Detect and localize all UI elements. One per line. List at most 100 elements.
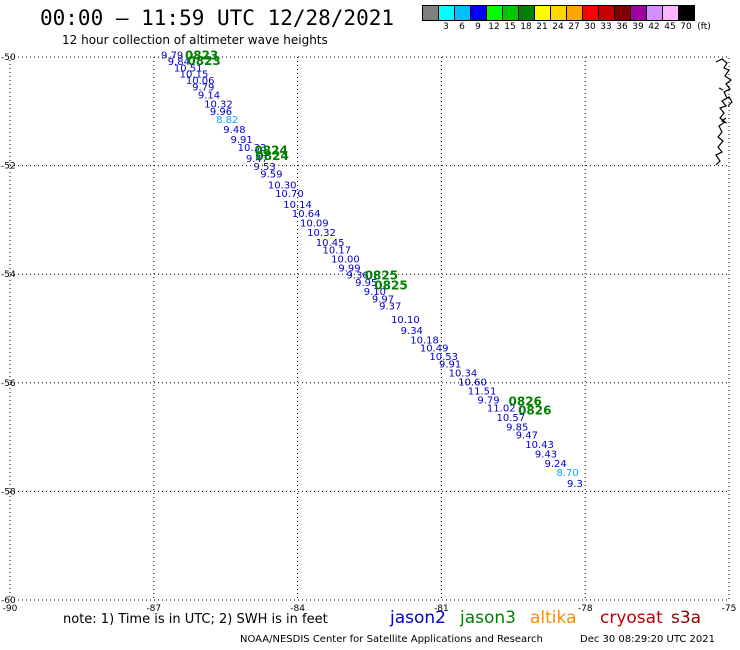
swh-label: 9.84 [168,57,190,68]
swh-label: 9.47 [516,431,538,442]
legend-bin-label: 30 [584,22,596,32]
satellite-s3a: s3a [671,608,702,628]
swh-label: 10.33 [238,143,267,154]
y-tick-label: -54 [1,270,16,280]
satellite-cryosat: cryosat [600,608,663,628]
footer-note: note: 1) Time is in UTC; 2) SWH is in fe… [63,612,328,627]
legend-swatch [503,6,519,20]
chart-subtitle: 12 hour collection of altimeter wave hei… [62,33,328,47]
legend-swatch [455,6,471,20]
credit-line: NOAA/NESDIS Center for Satellite Applica… [240,634,543,645]
swh-label: 9.34 [401,326,423,337]
legend-bin-label: 6 [459,22,465,32]
swh-label: 10.64 [292,209,321,220]
coastline-path [715,58,733,166]
legend-swatch [423,6,439,20]
x-tick-label: -78 [578,604,593,614]
swh-label: 10.14 [283,200,312,211]
y-tick-label: -58 [1,487,16,497]
legend-bin-label: 24 [552,22,564,32]
swh-label: 10.53 [429,352,458,363]
swh-label: 9.91 [230,135,252,146]
swh-label: 9.14 [198,90,220,101]
y-tick-label: -50 [1,53,16,63]
swh-label: 11.51 [468,387,497,398]
legend-bin-label: 18 [520,22,532,32]
legend-bin-label: 9 [475,22,481,32]
swh-label: 10.00 [331,254,360,265]
pass-date-label: 0823 [185,49,218,63]
swh-label: 10.43 [525,440,554,451]
legend-swatch [631,6,647,20]
swh-label: 9.47 [246,154,268,165]
swh-label: 9.10 [364,287,386,298]
satellite-jason2: jason2 [390,608,446,628]
legend-labels: 3 6 9 12 15 18 21 24 27 30 33 36 39 42 45 70 (ft) [422,21,711,33]
swh-label: 9.79 [477,395,499,406]
legend-bin-label: 33 [600,22,612,32]
swh-label: 9.85 [506,423,528,434]
x-tick-label: -84 [290,604,305,614]
swh-label: 10.34 [449,368,478,379]
legend-swatch [551,6,567,20]
plot-frame [9,56,730,601]
coastline [715,58,733,166]
legend-swatch [487,6,503,20]
swh-label: 9.97 [372,294,394,305]
swh-label: 8.70 [556,468,578,479]
swh-label: 9.79 [192,83,214,94]
pass-date-label: 0825 [365,269,398,283]
swh-label: 10.51 [174,64,203,75]
swh-label: 10.17 [323,246,352,257]
swh-label: 9.48 [223,125,245,136]
legend-bin-label: 27 [568,22,580,32]
swh-label: 10.09 [300,218,329,229]
swh-label: 10.45 [316,238,345,249]
swh-label: 11.02 [487,404,516,415]
swh-label: 9.79 [161,51,183,62]
x-tick-label: -87 [146,604,161,614]
legend-swatch [615,6,631,20]
swh-label: 9.59 [260,170,282,181]
legend-bin-label: 42 [648,22,660,32]
y-tick-label: -56 [1,379,16,389]
legend-swatch [647,6,663,20]
legend-swatch [663,6,679,20]
wave-height-points: 9.799.8410.5110.1510.069.799.1410.329.96… [161,51,583,490]
swh-label: 9.99 [338,263,360,274]
swh-label: 10.32 [307,228,336,239]
swh-label: 10.49 [420,343,449,354]
axis-tick-labels: -90 -87 -84 -81 -78 -75 -50 -52 -54 -56 -58 -60 [1,53,736,614]
generation-timestamp: Dec 30 08:29:20 UTC 2021 [580,634,715,645]
y-tick-label: -60 [1,596,16,606]
swh-label: 9.53 [254,162,276,173]
legend-bin-label: 36 [616,22,628,32]
legend-swatch [583,6,599,20]
pass-date-label: 0825 [374,278,407,292]
pass-date-label: 0826 [518,403,551,417]
swh-label: 10.06 [186,76,215,87]
lat-lon-grid [9,56,730,601]
legend-unit: (ft) [697,22,711,32]
swh-label: 10.60 [458,378,487,389]
legend-bin-label: 3 [443,22,449,32]
pass-date-label: 0823 [187,54,220,68]
pass-date-label: 0824 [254,144,287,158]
swh-label: 10.32 [204,99,233,110]
x-tick-label: -90 [3,604,18,614]
legend-swatch [439,6,455,20]
legend-bin-label: 45 [664,22,676,32]
x-tick-label: -75 [722,604,737,614]
legend-bin-label: 70 [680,22,692,32]
swh-label: 9.36 [346,271,368,282]
swh-label: 10.30 [268,180,297,191]
legend-swatch [599,6,615,20]
swh-label: 9.3 [567,479,583,490]
legend-swatch [535,6,551,20]
legend-swatch [679,6,694,20]
satellite-altika: altika [530,608,577,628]
swh-label: 9.43 [535,450,557,461]
color-legend: 3 6 9 12 15 18 21 24 27 30 33 36 39 42 45 70 (ft) [422,5,711,33]
